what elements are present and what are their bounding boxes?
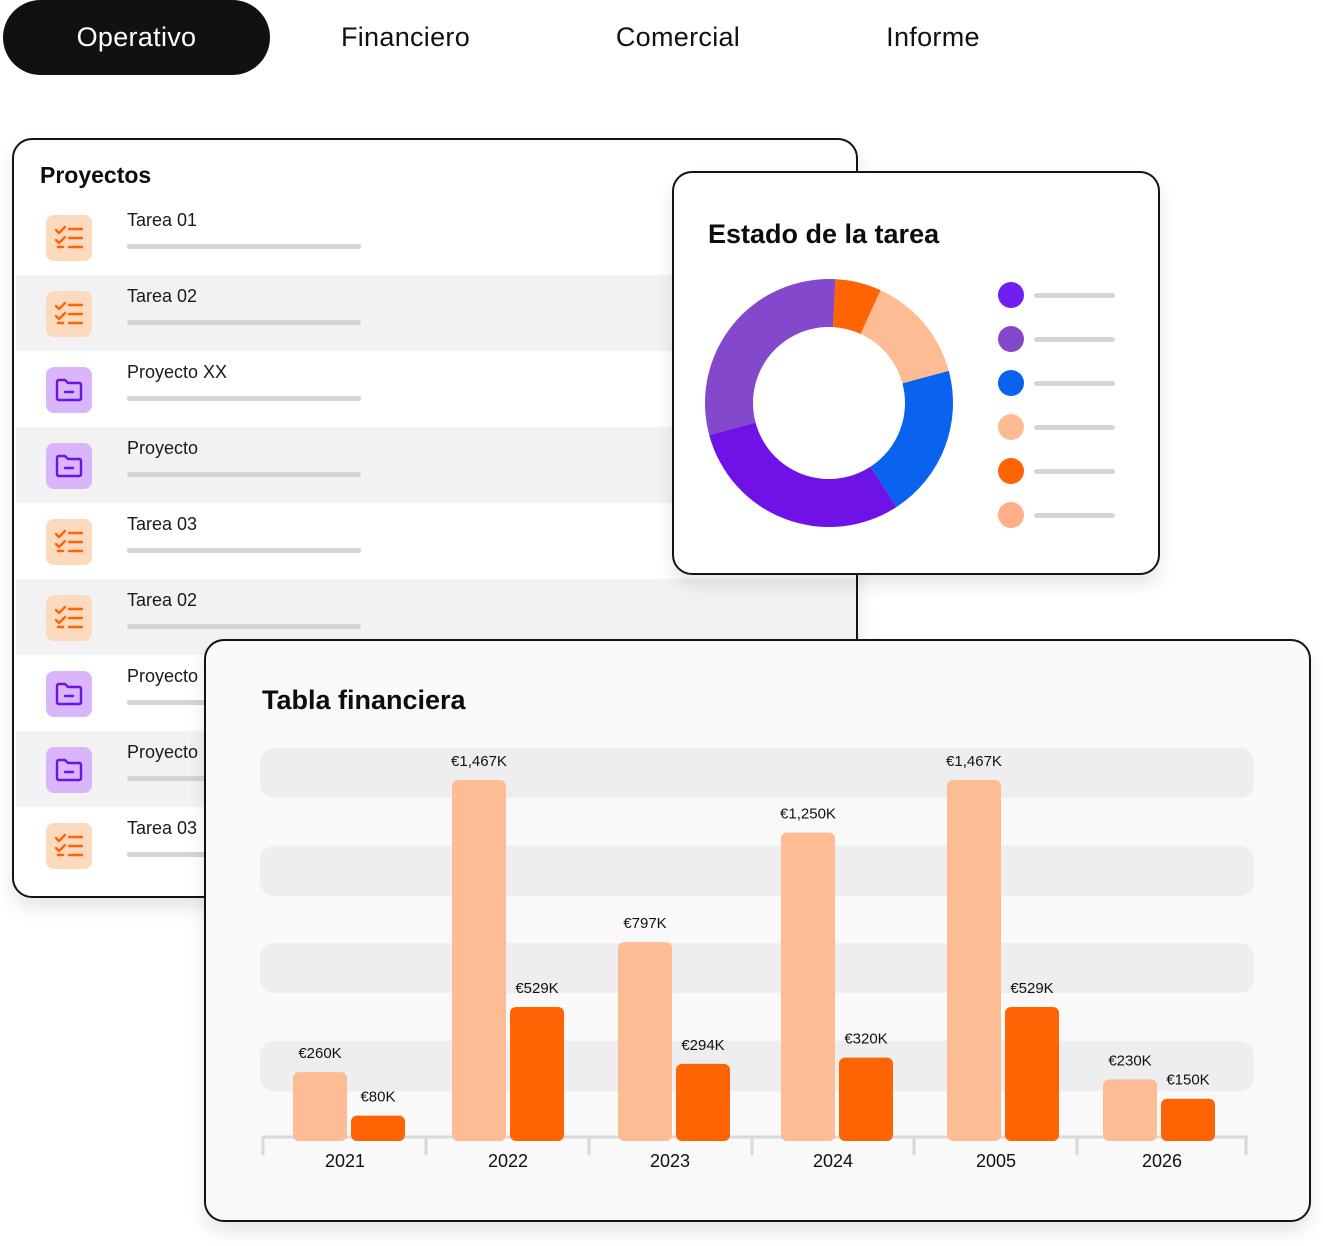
bar-value-label: €320K: [844, 1031, 887, 1048]
list-item-placeholder-bar: [127, 396, 361, 401]
checklist-icon: [46, 291, 92, 337]
finance-chart-title: Tabla financiera: [262, 685, 466, 715]
list-item-label: Tarea 01: [127, 210, 198, 230]
bar-2021-series-1: [293, 1072, 347, 1141]
legend-item: [998, 458, 1118, 486]
x-tick-label: 2022: [488, 1151, 528, 1171]
legend-placeholder-line: [1034, 469, 1115, 474]
finance-bar-chart: €260K €80K 2021 €1,467K €529K 2022 €797K €294K 2…: [260, 748, 1254, 1171]
list-item-placeholder-bar: [127, 624, 361, 629]
folder-icon: [46, 367, 92, 413]
legend-item: [998, 414, 1118, 442]
legend-item: [998, 502, 1118, 530]
checklist-icon: [46, 519, 92, 565]
checklist-icon: [46, 215, 92, 261]
x-tick-label: 2005: [976, 1151, 1016, 1171]
folder-icon: [46, 443, 92, 489]
grid-band: [260, 846, 1254, 896]
bar-value-label: €1,467K: [946, 753, 1002, 770]
list-item-placeholder-bar: [127, 472, 361, 477]
donut-slice: [870, 370, 953, 507]
bar-2021-series-2: [351, 1115, 405, 1141]
bar-2024-series-1: [781, 832, 835, 1141]
list-item-label: Proyecto: [127, 438, 199, 458]
donut-slice: [709, 422, 897, 527]
legend-placeholder-line: [1034, 337, 1115, 342]
legend-item: [998, 282, 1118, 310]
grid-band: [260, 748, 1254, 798]
checklist-icon: [46, 595, 92, 641]
legend-placeholder-line: [1034, 381, 1115, 386]
x-tick-label: 2021: [325, 1151, 365, 1171]
folder-icon: [46, 671, 92, 717]
list-item-placeholder-bar: [127, 548, 361, 553]
legend-color-dot: [998, 370, 1024, 396]
task-status-donut-chart: [705, 279, 953, 527]
bar-value-label: €294K: [681, 1037, 724, 1054]
tab-informe[interactable]: Informe: [886, 22, 980, 52]
list-item-label: Tarea 02: [127, 590, 198, 610]
legend-placeholder-line: [1034, 425, 1115, 430]
bar-2024-series-2: [839, 1057, 893, 1141]
bar-value-label: €230K: [1108, 1052, 1151, 1069]
bar-2022-series-1: [452, 780, 506, 1141]
x-tick-label: 2026: [1142, 1151, 1182, 1171]
donut-slice: [705, 279, 836, 436]
list-item[interactable]: Tarea 01: [16, 199, 856, 275]
x-tick-label: 2024: [813, 1151, 853, 1171]
checklist-icon: [46, 823, 92, 869]
bar-value-label: €80K: [360, 1089, 395, 1106]
task-status-card: Estado de la tarea: [672, 171, 1160, 575]
bar-value-label: €1,250K: [780, 806, 836, 823]
bar-value-label: €1,467K: [451, 753, 507, 770]
bar-2026-series-1: [1103, 1079, 1157, 1141]
legend-item: [998, 326, 1118, 354]
legend-color-dot: [998, 458, 1024, 484]
legend-color-dot: [998, 282, 1024, 308]
grid-band: [260, 943, 1254, 993]
tab-operativo[interactable]: Operativo: [3, 0, 270, 75]
list-item[interactable]: Proyecto XX: [16, 351, 856, 427]
bar-2005-series-1: [947, 780, 1001, 1141]
list-item-placeholder-bar: [127, 320, 361, 325]
list-item-label: Tarea 03: [127, 514, 198, 534]
bar-value-label: €260K: [298, 1045, 341, 1062]
tab-comercial[interactable]: Comercial: [615, 22, 741, 52]
bar-2023-series-2: [676, 1063, 730, 1141]
task-status-title: Estado de la tarea: [708, 219, 940, 249]
donut-slice: [860, 290, 949, 384]
list-item-label: Tarea 03: [127, 818, 198, 838]
finance-card: Tabla financiera €260K €80K 2021 €1,467K €52…: [204, 639, 1311, 1222]
legend-item: [998, 370, 1118, 398]
donut-slice: [832, 279, 881, 334]
legend-placeholder-line: [1034, 513, 1115, 518]
tab-financiero[interactable]: Financiero: [340, 22, 471, 52]
legend-color-dot: [998, 414, 1024, 440]
bar-2023-series-1: [618, 942, 672, 1141]
folder-icon: [46, 747, 92, 793]
bar-value-label: €797K: [623, 915, 666, 932]
legend-color-dot: [998, 326, 1024, 352]
bar-value-label: €150K: [1166, 1072, 1209, 1089]
x-tick-label: 2023: [650, 1151, 690, 1171]
list-item-label: Proyecto XX: [127, 362, 228, 382]
bar-2005-series-2: [1005, 1006, 1059, 1141]
legend-color-dot: [998, 502, 1024, 528]
bar-value-label: €529K: [515, 980, 558, 997]
tab-bar: Operativo Financiero Comercial Informe: [3, 0, 1103, 75]
list-item-label: Tarea 02: [127, 286, 198, 306]
projects-title: Proyectos: [40, 162, 152, 188]
list-item[interactable]: Tarea 03: [16, 503, 856, 579]
bar-2022-series-2: [510, 1006, 564, 1141]
legend-placeholder-line: [1034, 293, 1115, 298]
list-item-label: Proyecto: [127, 742, 199, 762]
list-item-label: Proyecto: [127, 666, 199, 686]
bar-2026-series-2: [1161, 1098, 1215, 1141]
list-item-placeholder-bar: [127, 244, 361, 249]
bar-value-label: €529K: [1010, 980, 1053, 997]
